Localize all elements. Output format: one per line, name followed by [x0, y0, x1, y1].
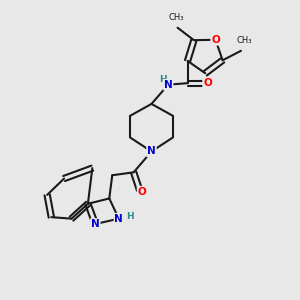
- Text: N: N: [91, 219, 100, 229]
- Text: CH₃: CH₃: [236, 36, 252, 45]
- Text: N: N: [147, 146, 156, 157]
- Text: CH₃: CH₃: [168, 13, 184, 22]
- Text: H: H: [159, 75, 167, 84]
- Text: O: O: [211, 35, 220, 45]
- Text: N: N: [164, 80, 172, 90]
- Text: O: O: [138, 187, 146, 196]
- Text: N: N: [114, 214, 123, 224]
- Text: H: H: [126, 212, 134, 221]
- Text: O: O: [203, 78, 212, 88]
